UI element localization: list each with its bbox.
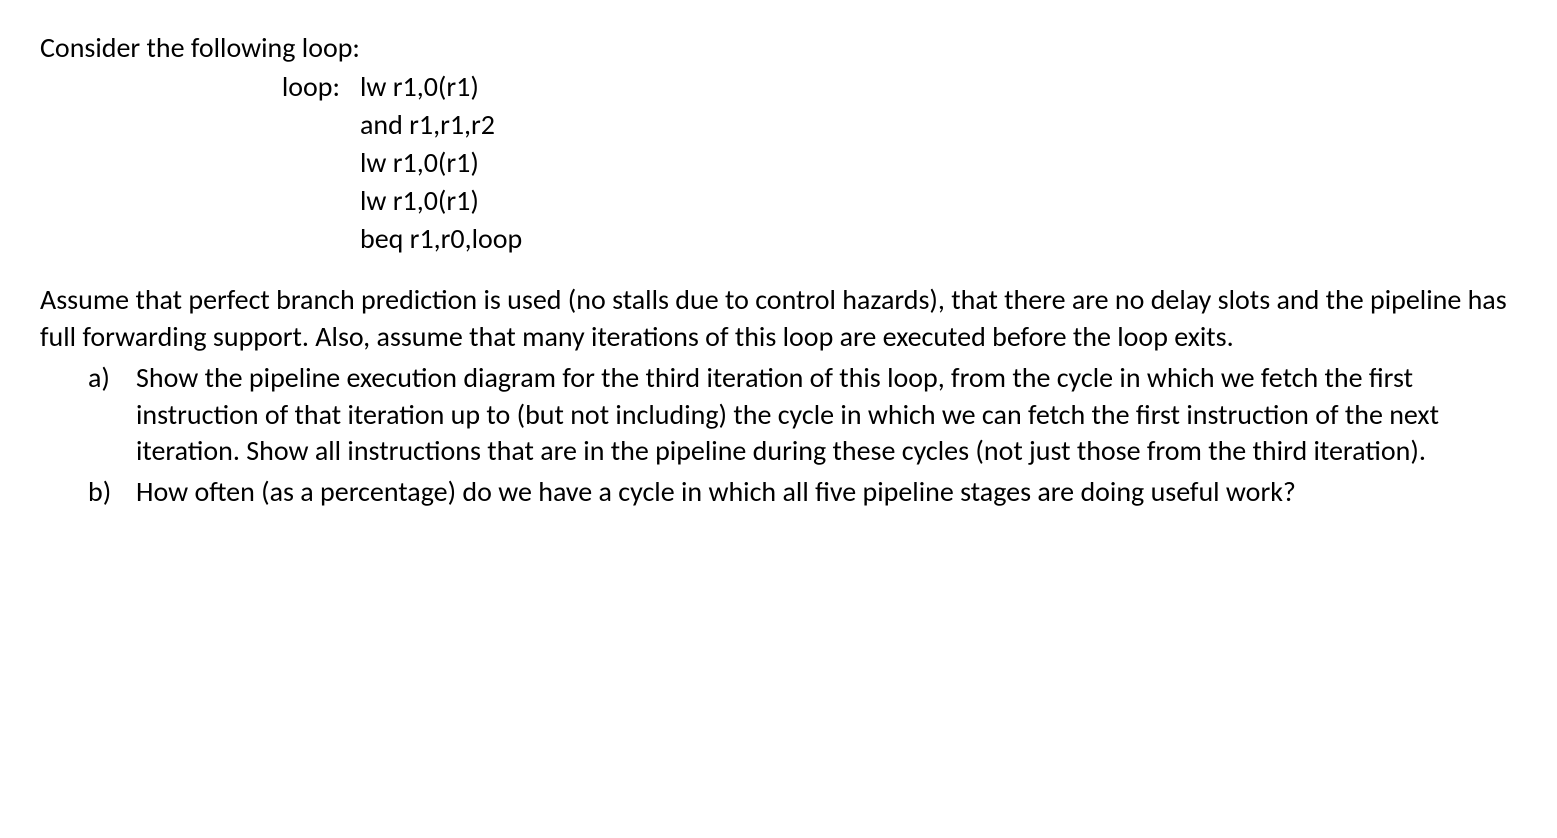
question-marker: a) [88, 360, 136, 469]
code-line: lw r1,0(r1) [250, 182, 1517, 220]
code-instruction: beq r1,r0,loop [360, 220, 1517, 258]
assumption-text: Assume that perfect branch prediction is… [40, 282, 1517, 355]
code-line: and r1,r1,r2 [250, 106, 1517, 144]
code-line: loop: lw r1,0(r1) [250, 68, 1517, 106]
code-line: beq r1,r0,loop [250, 220, 1517, 258]
code-label-empty [250, 182, 360, 220]
code-block: loop: lw r1,0(r1) and r1,r1,r2 lw r1,0(r… [250, 68, 1517, 257]
code-instruction: and r1,r1,r2 [360, 106, 1517, 144]
code-instruction: lw r1,0(r1) [360, 68, 1517, 106]
code-instruction: lw r1,0(r1) [360, 182, 1517, 220]
question-marker: b) [88, 474, 136, 510]
code-line: lw r1,0(r1) [250, 144, 1517, 182]
question-item-a: a) Show the pipeline execution diagram f… [88, 360, 1517, 469]
question-list: a) Show the pipeline execution diagram f… [88, 360, 1517, 511]
question-item-b: b) How often (as a percentage) do we hav… [88, 474, 1517, 510]
code-label-empty [250, 144, 360, 182]
code-instruction: lw r1,0(r1) [360, 144, 1517, 182]
code-label: loop: [250, 68, 360, 106]
code-label-empty [250, 106, 360, 144]
intro-text: Consider the following loop: [40, 30, 1517, 66]
question-text: How often (as a percentage) do we have a… [136, 474, 1517, 510]
question-text: Show the pipeline execution diagram for … [136, 360, 1517, 469]
code-label-empty [250, 220, 360, 258]
